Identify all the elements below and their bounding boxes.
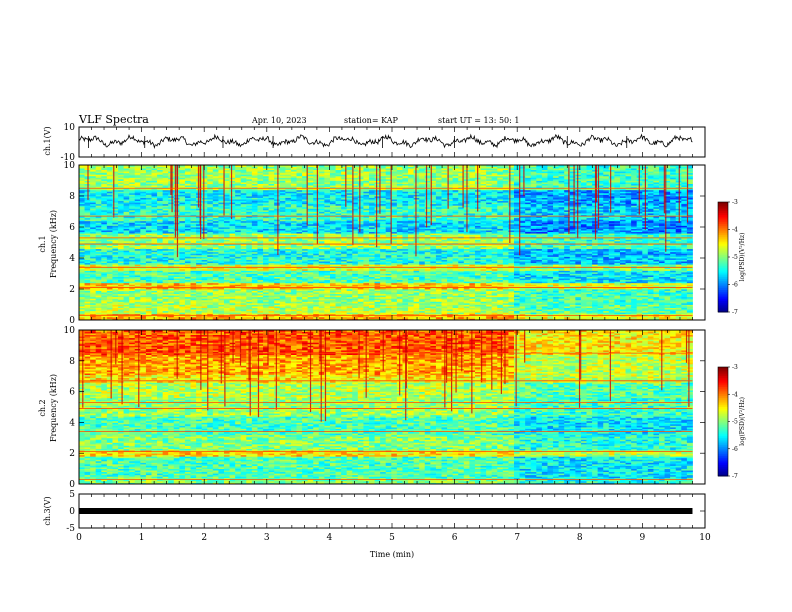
ch1-waveform-ytick-label: 10 [64,123,76,133]
station-label: station= KAP [344,116,399,125]
start-time-label: start UT = 13: 50: 1 [438,116,519,125]
vlf-figure: VLF Spectra Apr. 10, 2023 station= KAP s… [0,0,792,612]
date-label: Apr. 10, 2023 [251,116,307,125]
ch1-waveform-panel: 10-10 [61,123,706,163]
figure-title: VLF Spectra [78,113,149,126]
ch1-waveform-line [79,135,693,148]
